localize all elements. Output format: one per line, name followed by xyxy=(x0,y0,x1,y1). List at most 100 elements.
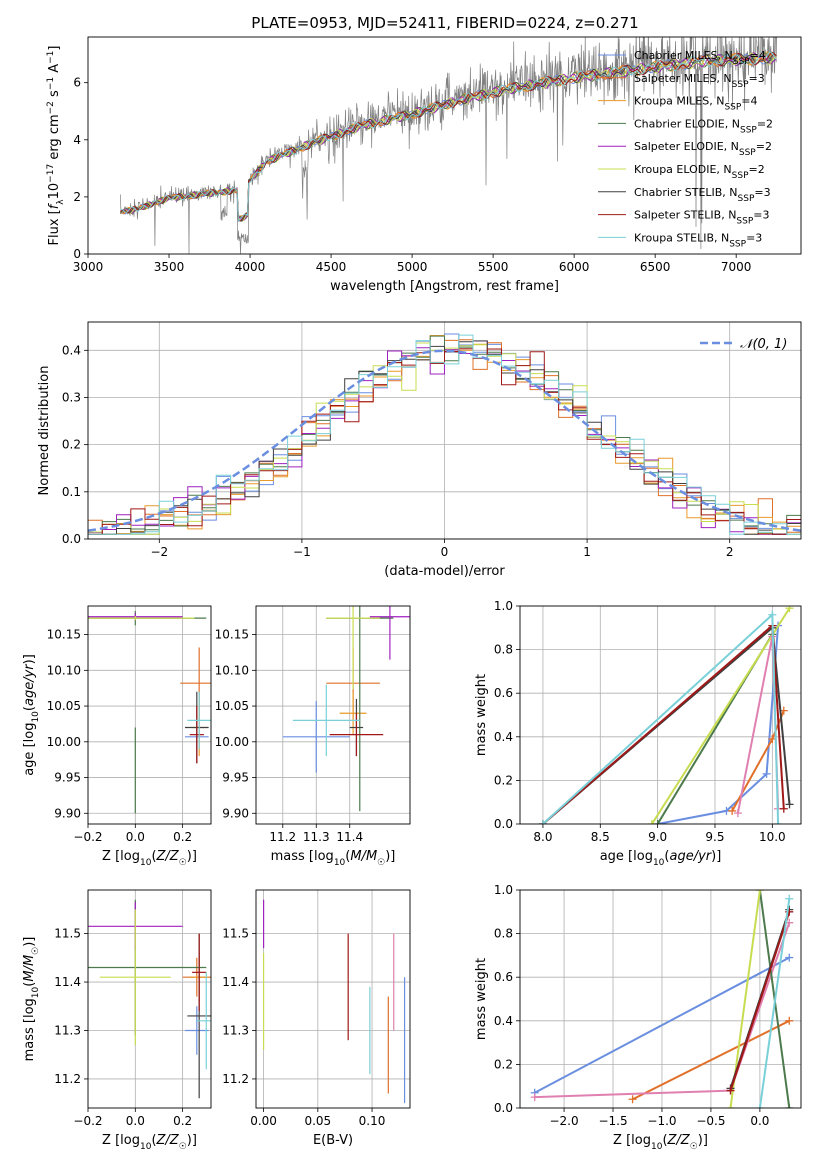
x-axis-label: Z [log10(Z/Z☉)] xyxy=(613,1133,708,1152)
y-axis-label: mass [log10(M/M☉)] xyxy=(22,937,41,1062)
mass-vs-extinction-panel: 0.00 0.05 0.10 11.2 11.3 11.4 11.5 E(B-V) xyxy=(222,889,411,1148)
figure-title: PLATE=0953, MJD=52411, FIBERID=0224, z=0… xyxy=(251,14,638,32)
axes-frame xyxy=(519,889,802,1109)
y-tick-label: 11.5 xyxy=(54,927,81,941)
x-tick-label: 9.0 xyxy=(648,830,667,844)
y-tick-label: 0.8 xyxy=(494,643,513,657)
y-tick-label: 10.10 xyxy=(47,663,81,677)
x-tick-label: 10.0 xyxy=(759,830,786,844)
y-tick-label: 0.3 xyxy=(62,390,81,404)
residual-histogram-step xyxy=(88,334,801,535)
y-tick-label: 10.10 xyxy=(215,663,249,677)
x-tick-label: 6500 xyxy=(640,260,671,274)
y-tick-label: 0.2 xyxy=(494,1057,513,1071)
y-tick-label: 0.6 xyxy=(494,686,513,700)
axes-frame xyxy=(255,889,411,1109)
legend-entry-label: Salpeter STELIB, NSSP=3 xyxy=(634,209,770,227)
x-axis-label: (data-model)/error xyxy=(384,564,505,579)
x-tick-label: 5000 xyxy=(397,260,428,274)
legend-entry-label: Chabrier MILES, NSSP=4 xyxy=(634,49,766,67)
axes-frame xyxy=(519,605,802,825)
mass-weight-marker xyxy=(653,820,662,824)
mass-weight-marker xyxy=(779,804,788,813)
y-axis-label: age [log10(age/yr)] xyxy=(22,654,41,776)
x-tick-label: 4000 xyxy=(235,260,266,274)
x-tick-label: 11.2 xyxy=(269,830,296,844)
y-tick-label: 2 xyxy=(73,190,81,204)
mass-weight-marker xyxy=(733,809,742,818)
model-fit-line xyxy=(120,51,777,222)
plot-area xyxy=(88,322,801,539)
y-tick-label: 10.15 xyxy=(47,628,81,642)
legend-entry-label: Salpeter MILES, NSSP=3 xyxy=(634,72,765,90)
y-tick-label: 9.95 xyxy=(54,771,81,785)
x-tick-label: 0.10 xyxy=(359,1114,386,1128)
x-tick-label: 0 xyxy=(441,545,449,559)
y-axis-label: Normed distribution xyxy=(37,366,52,496)
x-tick-label: 9.5 xyxy=(705,830,724,844)
y-tick-label: 11.3 xyxy=(54,1023,81,1037)
x-tick-label: 6000 xyxy=(559,260,590,274)
mass-weight-series-line xyxy=(657,625,780,824)
x-axis-label: Z [log10(Z/Z☉)] xyxy=(102,849,197,868)
x-tick-label: 0.0 xyxy=(126,830,145,844)
mass-weight-marker xyxy=(785,953,794,962)
mass-weight-series-line xyxy=(632,1019,790,1101)
mass-weight-marker xyxy=(538,820,547,824)
x-tick-label: −2.0 xyxy=(549,1114,578,1128)
x-tick-label: 3000 xyxy=(73,260,104,274)
mass-weight-series-line xyxy=(729,911,791,1091)
mass-weight-marker xyxy=(768,610,777,619)
x-tick-label: 0.0 xyxy=(750,1114,769,1128)
mass-weight-marker xyxy=(785,1016,794,1025)
y-tick-label: 10.05 xyxy=(47,699,81,713)
x-tick-label: 8.0 xyxy=(533,830,552,844)
x-tick-label: 8.5 xyxy=(591,830,610,844)
y-tick-label: 9.90 xyxy=(222,806,249,820)
gaussian-reference-line xyxy=(88,349,801,532)
model-fit-line xyxy=(120,52,777,222)
mass-weight-marker xyxy=(728,806,737,815)
x-tick-label: 0.2 xyxy=(173,1114,192,1128)
y-tick-label: 0.8 xyxy=(494,927,513,941)
x-tick-label: 3500 xyxy=(154,260,185,274)
x-tick-label: 0.05 xyxy=(304,1114,331,1128)
mass-weight-marker xyxy=(785,894,794,903)
mass-weight-marker xyxy=(530,1093,539,1102)
x-axis-label: Z [log10(Z/Z☉)] xyxy=(102,1133,197,1152)
mass-weight-marker xyxy=(755,890,764,894)
x-tick-label: 0.00 xyxy=(250,1114,277,1128)
y-tick-label: 11.4 xyxy=(222,975,249,989)
legend-entry-label: Kroupa MILES, NSSP=4 xyxy=(634,95,758,113)
y-tick-label: 9.95 xyxy=(222,771,249,785)
x-axis-label: mass [log10(M/M☉)] xyxy=(271,849,396,868)
y-tick-label: 11.5 xyxy=(222,927,249,941)
y-tick-label: 0.2 xyxy=(494,773,513,787)
y-tick-label: 0 xyxy=(73,247,81,261)
axes-frame xyxy=(87,889,212,1109)
y-tick-label: 0.4 xyxy=(494,730,513,744)
legend-entry-label: Kroupa ELODIE, NSSP=2 xyxy=(634,163,765,181)
x-tick-label: 11.3 xyxy=(303,830,330,844)
y-axis-label: mass weight xyxy=(474,674,489,756)
x-tick-label: −2 xyxy=(150,545,168,559)
observed-spectrum-line xyxy=(120,37,777,254)
age-vs-mass-panel: 11.2 11.3 11.4 9.90 9.95 10.00 10.05 10.10 10.15… xyxy=(215,605,411,868)
x-tick-label: 0.2 xyxy=(173,830,192,844)
legend-entry-label: Kroupa STELIB, NSSP=3 xyxy=(634,231,762,249)
legend-entry-label: Salpeter ELODIE, NSSP=2 xyxy=(634,140,772,158)
x-axis-label: E(B-V) xyxy=(313,1133,353,1148)
x-tick-label: −1 xyxy=(293,545,311,559)
axes-frame xyxy=(87,605,212,825)
plot-area xyxy=(256,606,410,824)
y-axis-label: mass weight xyxy=(474,958,489,1040)
mass-vs-metallicity-panel: −0.2 0.0 0.2 11.2 11.3 11.4 11.5 mass [log10(M/… xyxy=(22,889,212,1152)
x-tick-label: −1.5 xyxy=(598,1114,627,1128)
y-tick-label: 0.1 xyxy=(62,485,81,499)
x-tick-label: 5500 xyxy=(478,260,509,274)
y-tick-label: 0.2 xyxy=(62,438,81,452)
x-tick-label: −0.2 xyxy=(73,830,102,844)
mass-weight-series-line xyxy=(758,898,791,1108)
mass-weight-series-line xyxy=(651,607,791,824)
